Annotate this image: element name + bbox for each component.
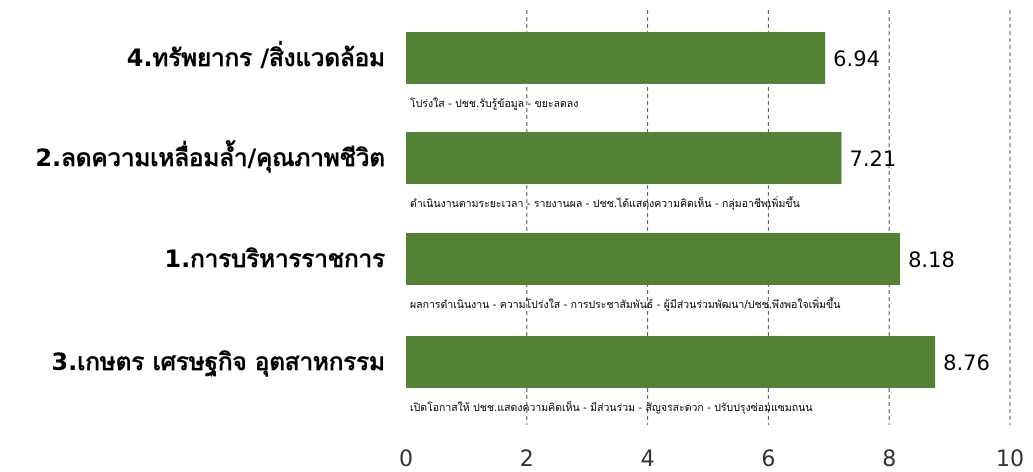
x-axis-ticks: 0 2 4 6 8 10 [399,447,1024,472]
bar-3 [406,233,901,285]
bar-2 [406,132,842,184]
x-tick-label: 0 [399,447,413,472]
value-label: 8.76 [943,351,990,375]
category-label: 2.ลดความเหลื่อมล้ำ/คุณภาพชีวิต [35,139,385,174]
x-tick-label: 8 [882,447,896,472]
bar-1 [406,32,826,84]
labels-group: 4.ทรัพยากร /สิ่งแวดล้อม 6.94 โปร่งใส - ปชช… [35,40,990,414]
x-tick-label: 2 [520,447,534,472]
x-tick-label: 10 [996,447,1024,472]
value-label: 8.18 [908,248,955,272]
bar-annotation: ดำเนินงานตามระยะเวลา - รายงานผล - ปชช.ได… [410,196,800,210]
x-tick-label: 6 [761,447,775,472]
value-label: 7.21 [849,147,896,171]
bar-annotation: ผลการดำเนินงาน - ความโปร่งใส - การประชาส… [410,297,840,311]
bar-annotation: เปิดโอกาสให้ ปชช.แสดงความคิดเห็น - มีส่ว… [410,400,813,414]
category-label: 3.เกษตร เศรษฐกิจ อุตสาหกรรม [51,348,385,378]
value-label: 6.94 [833,47,880,71]
category-label: 4.ทรัพยากร /สิ่งแวดล้อม [127,40,385,72]
x-tick-label: 4 [641,447,655,472]
bars-group [406,32,936,388]
bar-4 [406,336,936,388]
category-label: 1.การบริหารราชการ [164,245,385,273]
bar-annotation: โปร่งใส - ปชช.รับรู้ข้อมูล - ขยะลดลง [410,97,578,110]
